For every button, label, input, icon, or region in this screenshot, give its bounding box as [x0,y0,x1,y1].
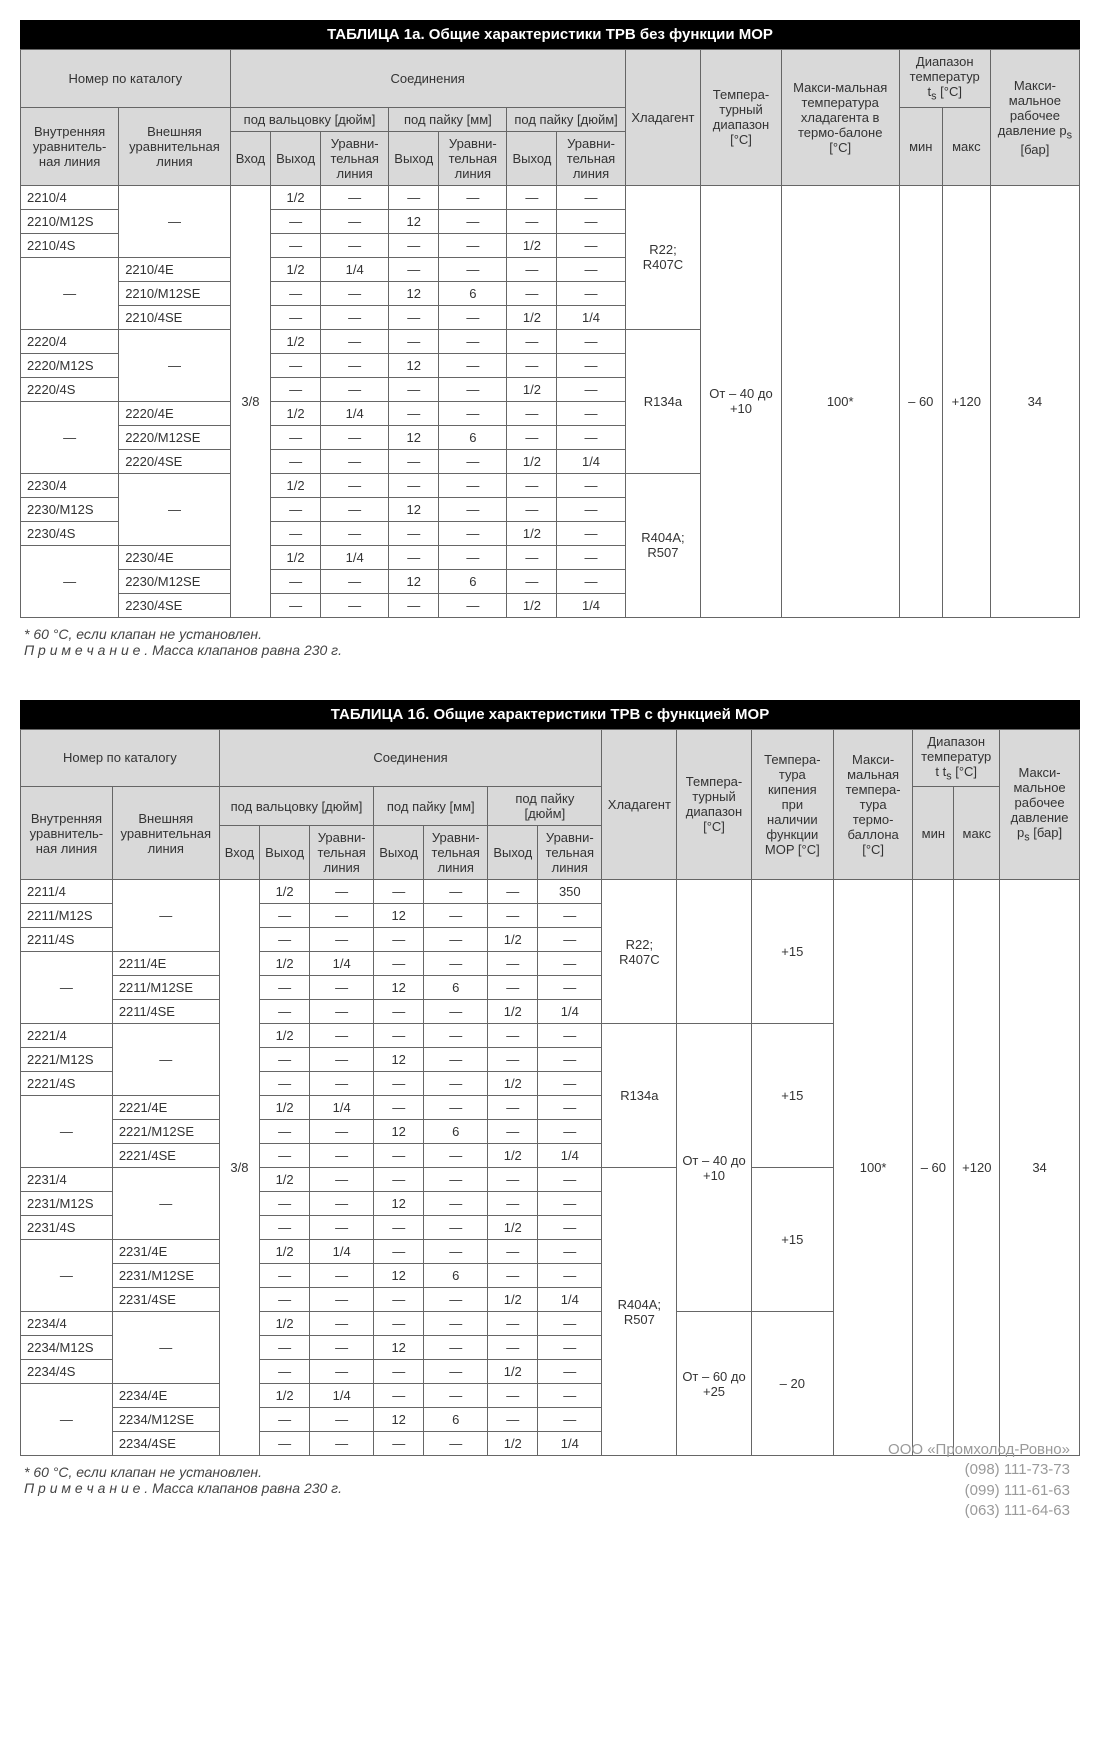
table-b-title: ТАБЛИЦА 1б. Общие характеристики ТРВ с ф… [20,700,1080,729]
note-a: * 60 °C, если клапан не установлен.П р и… [24,626,1076,658]
catalog-internal: 2220/4 [21,329,119,353]
catalog-internal: 2230/4 [21,473,119,497]
table-b: Номер по каталогуСоединенияХладагентТемп… [20,729,1080,1457]
table-a: Номер по каталогуСоединенияХладагентТемп… [20,49,1080,618]
table-a-title: ТАБЛИЦА 1а. Общие характеристики ТРВ без… [20,20,1080,49]
catalog-internal: 2210/4 [21,185,119,209]
